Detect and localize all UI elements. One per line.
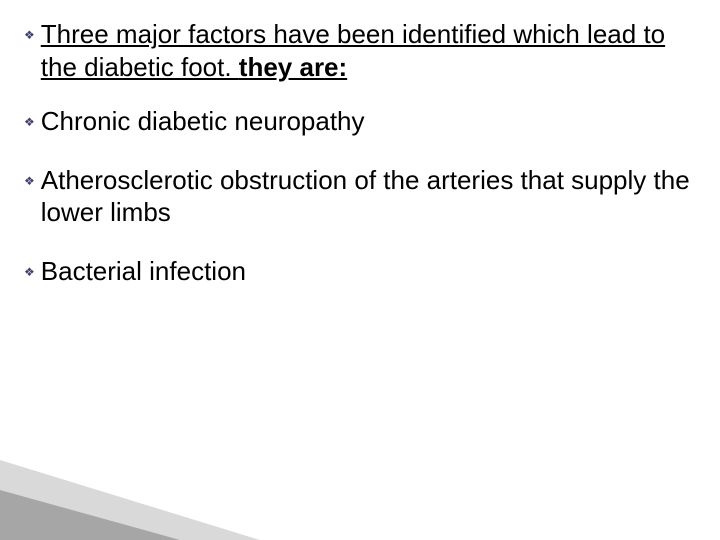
bullet-text-lead-1: Chronic diabetic neuropathy: [41, 106, 365, 136]
bullet-item-0: ❖ Three major factors have been identifie…: [24, 18, 696, 83]
bullet-text-2: Atherosclerotic obstruction of the arter…: [41, 164, 696, 229]
bullet-item-1: ❖ Chronic diabetic neuropathy: [24, 105, 696, 138]
bullet-item-3: ❖ Bacterial infection: [24, 255, 696, 288]
bullet-text-lead-2: Atherosclerotic obstruction of the arter…: [41, 165, 690, 228]
bullet-text-1: Chronic diabetic neuropathy: [41, 105, 696, 138]
slide-content: ❖ Three major factors have been identifie…: [24, 18, 696, 287]
diamond-bullet-icon: ❖: [24, 115, 35, 130]
diamond-bullet-icon: ❖: [24, 265, 35, 280]
slide: ❖ Three major factors have been identifie…: [0, 0, 720, 540]
bullet-text-tail-0: they are:: [239, 52, 347, 82]
bullet-item-2: ❖ Atherosclerotic obstruction of the arte…: [24, 164, 696, 229]
diamond-bullet-icon: ❖: [24, 28, 35, 43]
decorative-wedge: [0, 460, 260, 540]
bullet-text-lead-3: Bacterial infection: [41, 256, 246, 286]
bullet-text-0: Three major factors have been identified…: [41, 18, 696, 83]
diamond-bullet-icon: ❖: [24, 174, 35, 189]
bullet-text-lead-0: Three major factors have been identified…: [41, 19, 665, 82]
bullet-text-3: Bacterial infection: [41, 255, 696, 288]
